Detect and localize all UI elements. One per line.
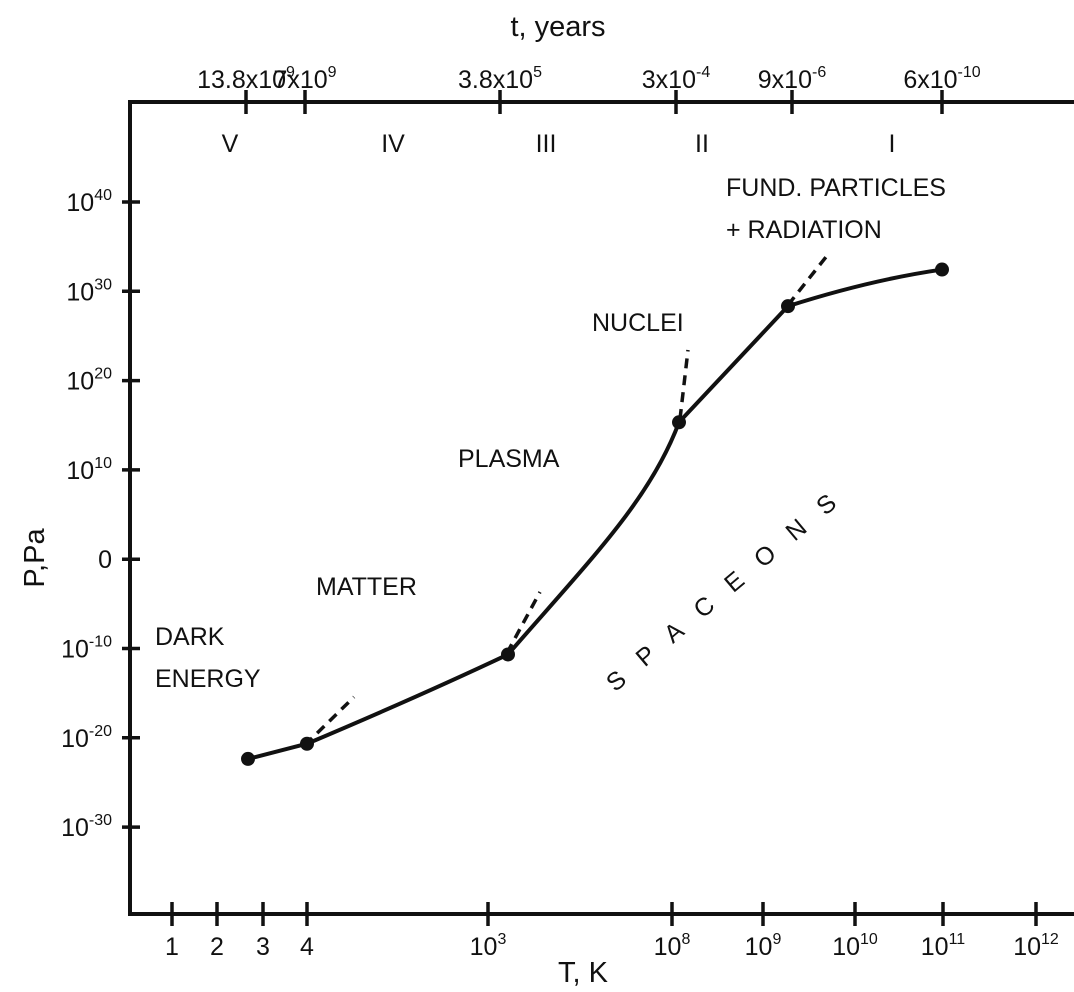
y-axis-title: P,Pa [19,528,51,588]
region-labels: DARK ENERGY MATTER PLASMA NUCLEI FUND. P… [155,174,946,697]
era-label: I [889,130,896,158]
region-dark-energy-line2: ENERGY [155,665,261,693]
x-tick-label: 108 [654,931,691,961]
data-point [241,751,255,766]
x-tick-label: 1 [165,933,179,961]
x-tick-label: 2 [210,933,224,961]
x-tick-label: 4 [300,933,314,961]
tangent-dash-3 [678,349,690,420]
top-tick-label: 7x109 [273,64,336,94]
x-tick-label: 3 [256,933,270,961]
region-fund-particles-line2: + RADIATION [726,216,882,244]
y-tick-label: 10-20 [61,723,112,753]
top-tick-label: 3.8x105 [458,64,542,94]
era-label: II [695,130,709,158]
y-tick-label: 10-30 [61,812,112,842]
era-label: III [536,130,557,158]
x-axis-title: T, K [558,957,609,989]
data-point [935,262,949,277]
region-nuclei: NUCLEI [592,309,684,337]
region-matter: MATTER [316,573,417,601]
data-point [672,415,686,430]
y-tick-label: 1030 [66,276,112,306]
y-tick-label: 1020 [66,366,112,396]
region-dark-energy-line1: DARK [155,623,225,651]
era-label: IV [381,130,405,158]
y-tick-label: 0 [98,546,112,574]
data-point [501,647,515,662]
era-labels: V IV III II I [222,130,896,158]
tangent-dash-1 [303,695,356,747]
tangent-dash-4 [786,255,828,307]
top-tick-label: 13.8x109 [197,64,295,94]
y-tick-label: 10-10 [61,634,112,664]
x-tick-label: 1012 [1013,931,1059,961]
y-tick-label: 1010 [66,455,112,485]
y-tick-label: 1040 [66,187,112,217]
data-point [781,299,795,314]
x-tick-label: 109 [745,931,782,961]
top-tick-label: 3x10-4 [642,64,711,94]
x-tick-label: 103 [470,931,507,961]
data-point [300,736,314,751]
plot-frame [128,100,1074,916]
top-tick-label: 9x10-6 [758,64,827,94]
top-axis-title: t, years [510,11,605,43]
region-plasma: PLASMA [458,445,560,473]
region-spaceons: SPACEONS [601,475,859,698]
x-tick-label: 1011 [921,931,966,961]
era-label: V [222,130,239,158]
tangent-dash-2 [505,591,542,654]
top-tick-label: 6x10-10 [903,64,980,94]
x-axis-ticks: 1 2 3 4 103 108 109 1010 1011 1012 [165,902,1059,961]
data-series [241,255,949,766]
pressure-curve [246,267,944,761]
region-fund-particles-line1: FUND. PARTICLES [726,174,946,202]
y-axis-ticks: 1040 1030 1020 1010 0 10-10 10-20 10-30 [61,187,140,842]
x-tick-label: 1010 [832,931,878,961]
